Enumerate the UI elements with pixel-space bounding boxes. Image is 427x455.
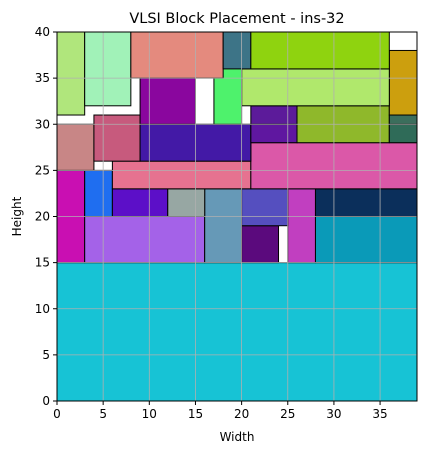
placement-block xyxy=(111,160,252,190)
plot-area xyxy=(56,31,418,402)
y-tick-label: 10 xyxy=(35,302,50,316)
placement-block xyxy=(56,262,418,402)
y-tick-label: 15 xyxy=(35,256,50,270)
y-tick-label: 30 xyxy=(35,117,50,131)
placement-block xyxy=(167,188,206,217)
placement-block xyxy=(250,105,298,125)
placement-block xyxy=(250,123,298,144)
chart-title: VLSI Block Placement - ins-32 xyxy=(129,11,344,27)
x-tick-label: 15 xyxy=(188,407,203,421)
placement-block xyxy=(241,225,280,264)
placement-block xyxy=(250,31,390,70)
y-axis-ticks: 0 5 10 15 20 25 30 35 40 xyxy=(35,25,57,408)
placement-block xyxy=(241,68,390,107)
placement-block xyxy=(111,188,169,217)
placement-block xyxy=(204,188,243,264)
placement-block xyxy=(130,31,224,79)
y-tick-label: 20 xyxy=(35,210,50,224)
placement-block xyxy=(388,123,418,144)
placement-block xyxy=(93,114,141,162)
placement-block xyxy=(388,114,418,125)
x-axis-ticks: 0 5 10 15 20 25 30 35 xyxy=(53,401,388,421)
x-axis-label: Width xyxy=(220,430,255,444)
y-tick-label: 40 xyxy=(35,25,50,39)
x-tick-label: 35 xyxy=(372,407,387,421)
y-axis-label: Height xyxy=(10,196,24,236)
x-tick-label: 5 xyxy=(99,407,107,421)
x-tick-label: 10 xyxy=(142,407,157,421)
placement-block xyxy=(314,216,418,264)
y-tick-label: 25 xyxy=(35,163,50,177)
x-tick-label: 30 xyxy=(326,407,341,421)
y-tick-label: 0 xyxy=(42,394,50,408)
placement-block xyxy=(314,188,418,217)
placement-block xyxy=(56,31,86,116)
y-tick-label: 5 xyxy=(42,348,50,362)
placement-block xyxy=(241,188,289,227)
placement-block xyxy=(287,188,316,264)
placement-block xyxy=(222,31,252,70)
x-tick-label: 0 xyxy=(53,407,61,421)
placement-block xyxy=(84,169,113,217)
x-tick-label: 25 xyxy=(280,407,295,421)
placement-block xyxy=(56,123,95,171)
placement-block xyxy=(84,31,132,107)
placement-block xyxy=(388,49,418,116)
y-tick-label: 35 xyxy=(35,71,50,85)
x-tick-label: 20 xyxy=(234,407,249,421)
